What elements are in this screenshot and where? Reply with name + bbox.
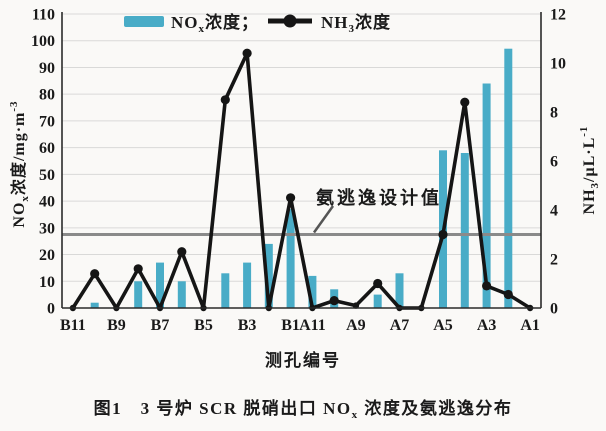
x-tick-label: A1 xyxy=(520,317,540,334)
nh3-point xyxy=(220,95,230,105)
x-tick-label: A5 xyxy=(433,317,453,334)
right-tick-label: 10 xyxy=(550,56,566,73)
figure-caption: 图1 3 号炉 SCR 脱硝出口 NOx 浓度及氨逃逸分布 xyxy=(93,399,513,421)
left-axis-title: NOx浓度/mg·m-3 xyxy=(8,100,31,228)
left-tick-label: 110 xyxy=(32,7,55,24)
left-tick-label: 40 xyxy=(39,194,55,211)
nox-bar xyxy=(221,273,230,308)
annotation-pointer-line xyxy=(312,205,335,234)
x-tick-label: B3 xyxy=(238,317,257,334)
nh3-point xyxy=(503,289,513,300)
nh3-point xyxy=(482,281,492,291)
x-axis-title: 测孔编号 xyxy=(265,351,341,370)
x-tick-label: A7 xyxy=(390,317,410,334)
nox-bar-swatch-icon xyxy=(124,15,164,27)
right-tick-label: 6 xyxy=(550,154,558,171)
nh3-point xyxy=(177,247,187,257)
nox-bar xyxy=(504,48,513,308)
nh3-point xyxy=(286,193,296,203)
left-tick-label: 50 xyxy=(39,167,55,184)
left-tick-label: 60 xyxy=(39,140,55,157)
x-tick-label: B1 xyxy=(281,317,300,334)
x-tick-label: A3 xyxy=(477,317,497,334)
right-axis-title: NH3/μL·L-1 xyxy=(578,125,601,215)
nh3-point xyxy=(329,296,339,306)
legend-nox-label: NOx浓度； xyxy=(171,12,259,35)
x-tick-label: A9 xyxy=(346,317,366,334)
left-tick-label: 20 xyxy=(39,247,55,264)
left-tick-label: 10 xyxy=(39,274,55,291)
nox-bar xyxy=(90,302,99,308)
right-tick-label: 2 xyxy=(550,252,558,269)
nh3-line-marker-icon xyxy=(268,14,312,28)
left-tick-label: 90 xyxy=(39,60,55,77)
nox-bar xyxy=(460,153,469,308)
nox-bar xyxy=(243,262,252,308)
nh3-point xyxy=(352,302,360,309)
nh3-line xyxy=(71,51,532,310)
nox-bar xyxy=(373,294,382,308)
x-tick-label: B5 xyxy=(194,317,213,334)
nh3-point xyxy=(90,269,100,279)
nox-bar xyxy=(286,209,295,308)
x-tick-label: B11 xyxy=(60,317,86,334)
right-tick-label: 0 xyxy=(550,301,558,318)
right-tick-label: 8 xyxy=(550,105,558,122)
left-tick-label: 80 xyxy=(39,87,55,104)
x-tick-label: B7 xyxy=(151,317,170,334)
legend-nh3-label: NH3浓度 xyxy=(321,12,391,35)
nh3-point xyxy=(133,264,143,274)
nox-bar xyxy=(308,275,317,308)
nh3-point xyxy=(438,229,448,240)
reference-line-annotation: 氨逃逸设计值 xyxy=(316,188,442,208)
nh3-point xyxy=(460,97,470,107)
nox-bar xyxy=(177,281,186,308)
nox-bar xyxy=(395,273,404,308)
nox-bar xyxy=(134,281,143,308)
nox-bar xyxy=(264,243,273,308)
left-tick-label: 70 xyxy=(39,113,55,130)
x-tick-label: A11 xyxy=(299,317,326,334)
right-tick-label: 4 xyxy=(550,203,558,220)
x-tick-label: B9 xyxy=(107,317,126,334)
nox-bar xyxy=(156,262,164,308)
nh3-point xyxy=(373,278,383,289)
chart-legend: NOx浓度； NH3浓度 xyxy=(124,8,391,35)
nh3-point xyxy=(242,48,252,58)
left-tick-label: 30 xyxy=(39,220,55,237)
left-tick-label: 100 xyxy=(31,33,55,50)
right-tick-label: 12 xyxy=(550,7,566,24)
nox-bar xyxy=(482,83,491,308)
left-tick-label: 0 xyxy=(47,301,55,318)
